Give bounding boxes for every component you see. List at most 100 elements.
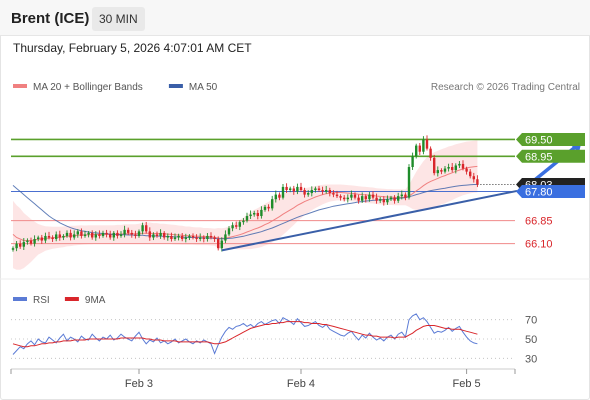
- chart-credit: Research © 2026 Trading Central: [431, 82, 580, 93]
- candle-body: [47, 235, 51, 238]
- chart-datetime: Thursday, February 5, 2026 4:07:01 AM CE…: [13, 41, 252, 55]
- rsi-line: [12, 313, 478, 355]
- candle-body: [80, 231, 83, 236]
- candle-body: [393, 197, 396, 201]
- candle-body: [418, 145, 421, 152]
- candle-body: [249, 214, 252, 217]
- candle-body: [101, 232, 105, 236]
- candle-body: [440, 170, 443, 172]
- candle-body: [361, 196, 364, 201]
- trendline: [221, 189, 518, 252]
- candle-body: [422, 139, 425, 152]
- candle-body: [443, 168, 447, 172]
- level-label-66.85: 66.85: [525, 216, 553, 228]
- candle-body: [217, 239, 220, 249]
- candle-body: [461, 163, 465, 169]
- candle-body: [425, 139, 429, 149]
- candle-body: [22, 242, 25, 247]
- candle-body: [292, 188, 295, 192]
- candle-body: [242, 220, 245, 223]
- candle-body: [429, 148, 432, 158]
- candle-body: [195, 237, 198, 240]
- legend-swatch-1: [168, 84, 183, 88]
- candle-body: [181, 235, 184, 240]
- legend-label-1: MA 50: [189, 82, 218, 93]
- rsi-tick-50: 50: [525, 334, 537, 346]
- level-tag-68.95: [516, 149, 585, 163]
- candle-body: [184, 237, 187, 240]
- candle-body: [321, 190, 324, 192]
- candle-body: [364, 196, 367, 200]
- candle-body: [299, 186, 303, 190]
- candle-body: [26, 240, 29, 243]
- candle-body: [469, 171, 472, 177]
- candle-body: [91, 232, 94, 238]
- candle-body: [94, 234, 97, 238]
- candle-body: [209, 235, 213, 238]
- rsi-tick-30: 30: [525, 353, 537, 365]
- candle-body: [317, 188, 321, 190]
- candle-body: [379, 199, 382, 201]
- x-tick-label-1: Feb 4: [287, 378, 315, 390]
- candle-body: [191, 235, 195, 238]
- x-tick-label-2: Feb 5: [453, 378, 481, 390]
- candle-body: [375, 197, 378, 201]
- candle-body: [116, 232, 119, 236]
- candle-body: [112, 232, 115, 238]
- candle-body: [436, 170, 439, 174]
- candle-body: [335, 194, 339, 197]
- candle-body: [281, 186, 285, 198]
- candle-body: [199, 237, 202, 240]
- rsi-ma-line: [12, 321, 478, 348]
- level-tag-67.80: [516, 185, 585, 199]
- candle-body: [253, 212, 256, 215]
- ma50-line: [12, 184, 478, 240]
- candle-body: [285, 186, 288, 190]
- candle-body: [62, 235, 65, 238]
- candle-body: [202, 237, 205, 240]
- chart-header: Brent (ICE) 30 MIN: [0, 0, 590, 36]
- candle-body: [447, 167, 450, 169]
- candle-body: [386, 199, 389, 203]
- candle-body: [148, 231, 151, 238]
- candle-body: [37, 237, 40, 240]
- candle-body: [289, 188, 292, 190]
- candle-body: [55, 234, 58, 240]
- legend-swatch-0: [13, 84, 27, 88]
- candle-body: [152, 234, 155, 238]
- candle-body: [476, 179, 479, 185]
- candle-body: [119, 234, 123, 236]
- candle-body: [141, 225, 144, 232]
- candle-body: [145, 225, 148, 232]
- candle-body: [404, 194, 407, 198]
- candle-body: [454, 165, 457, 171]
- candle-body: [173, 237, 177, 240]
- candle-body: [163, 232, 166, 238]
- candle-body: [357, 197, 360, 201]
- candle-body: [465, 168, 468, 172]
- candle-body: [407, 167, 411, 198]
- candle-body: [213, 237, 216, 240]
- candle-body: [310, 190, 313, 194]
- candle-body: [73, 234, 76, 238]
- candle-body: [411, 156, 414, 168]
- candle-body: [11, 248, 15, 250]
- candle-body: [343, 197, 346, 200]
- candle-body: [314, 188, 317, 190]
- candle-body: [382, 199, 385, 203]
- candle-body: [303, 190, 306, 195]
- rsi-legend-swatch-1: [64, 297, 79, 301]
- level-label-67.80: 67.80: [525, 187, 553, 199]
- candle-body: [159, 232, 162, 236]
- candle-body: [256, 212, 259, 217]
- timeframe-button[interactable]: 30 MIN: [92, 7, 145, 31]
- candle-body: [350, 194, 353, 198]
- candle-body: [65, 232, 69, 236]
- rsi-legend-swatch-0: [13, 297, 27, 301]
- candle-body: [328, 190, 331, 194]
- level-label-68.95: 68.95: [525, 151, 553, 163]
- candle-body: [105, 232, 108, 235]
- candle-body: [245, 216, 249, 221]
- candle-body: [206, 235, 209, 240]
- candle-body: [433, 157, 436, 174]
